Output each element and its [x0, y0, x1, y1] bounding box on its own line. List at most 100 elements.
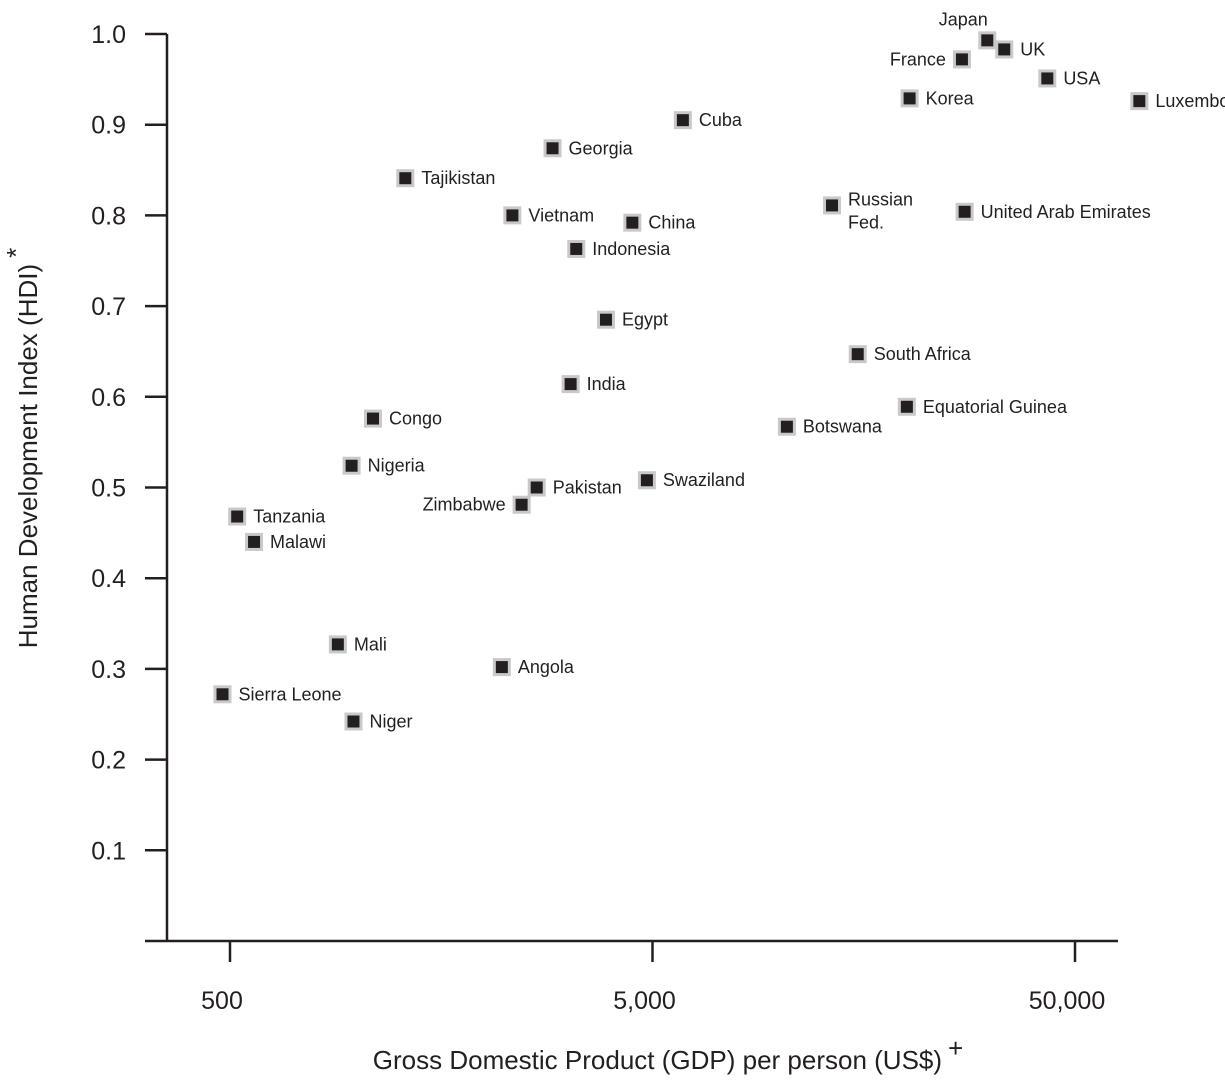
point-marker	[777, 417, 796, 436]
y-axis-title-mark: *	[1, 248, 31, 258]
data-point: Egypt	[596, 310, 668, 330]
point-label: Niger	[369, 712, 412, 732]
point-label-line: Pakistan	[553, 478, 622, 498]
point-label: Malawi	[270, 532, 326, 552]
point-marker	[342, 456, 361, 475]
y-axis-title-text: Human Development Index (HDI)	[13, 264, 43, 648]
point-marker	[363, 409, 382, 428]
point-marker	[823, 196, 842, 215]
point-label-line: Zimbabwe	[423, 495, 506, 515]
point-marker	[596, 310, 615, 329]
y-tick-label: 0.5	[91, 475, 126, 503]
point-label-line: Angola	[518, 657, 575, 677]
point-marker	[978, 31, 997, 50]
point-label-line: United Arab Emirates	[981, 202, 1151, 222]
point-label: Pakistan	[553, 478, 622, 498]
point-label: Angola	[518, 657, 575, 677]
y-ticks: 0.1 0.2 0.3 0.4 0.5 0.6 0.7 0.8 0.9 1.0	[91, 21, 167, 865]
data-point: Malawi	[245, 532, 326, 552]
data-point: China	[623, 213, 696, 233]
point-marker	[396, 169, 415, 188]
point-label: Indonesia	[592, 239, 671, 259]
data-point: Niger	[344, 712, 412, 732]
point-marker	[637, 471, 656, 490]
point-label: Cuba	[699, 110, 743, 130]
point-marker	[952, 50, 971, 69]
data-point: Luxembourg	[1130, 91, 1225, 111]
data-point: Korea	[900, 88, 975, 108]
data-point: Russian Fed.	[823, 189, 913, 232]
data-point: Tajikistan	[396, 168, 495, 188]
point-label: Tajikistan	[421, 168, 495, 188]
point-label: Nigeria	[368, 456, 426, 476]
point-label: Botswana	[803, 417, 883, 437]
point-marker	[897, 397, 916, 416]
point-marker	[492, 658, 511, 677]
data-point: Cuba	[673, 110, 743, 130]
data-point: France	[890, 49, 971, 69]
point-label-line: Indonesia	[592, 239, 671, 259]
data-point: South Africa	[848, 344, 972, 364]
point-label: Zimbabwe	[423, 495, 506, 515]
data-point: UK	[995, 39, 1045, 59]
data-point: USA	[1038, 68, 1100, 88]
data-point: Sierra Leone	[213, 684, 342, 704]
data-point: Congo	[363, 409, 442, 429]
point-label: Egypt	[622, 310, 668, 330]
point-label: South Africa	[874, 344, 972, 364]
y-tick-label: 0.9	[91, 112, 126, 140]
data-point: Georgia	[543, 138, 634, 158]
point-label-line: Nigeria	[368, 456, 426, 476]
point-label: Mali	[354, 634, 387, 654]
data-point: Vietnam	[503, 205, 594, 225]
data-point: Indonesia	[567, 239, 671, 259]
x-axis-title-text: Gross Domestic Product (GDP) per person …	[373, 1045, 942, 1075]
point-label-line: Egypt	[622, 310, 668, 330]
y-tick-label: 0.7	[91, 293, 126, 321]
point-label: UK	[1020, 39, 1045, 59]
x-tick-label: 50,000	[1029, 987, 1105, 1015]
x-axis-title-mark: +	[948, 1033, 963, 1063]
point-marker	[673, 111, 692, 130]
data-point: Nigeria	[342, 456, 426, 476]
point-label: China	[648, 213, 696, 233]
point-marker	[543, 139, 562, 158]
point-label: Japan	[939, 9, 988, 29]
point-label: Korea	[926, 88, 975, 108]
point-label: Congo	[389, 409, 442, 429]
point-label: Equatorial Guinea	[923, 397, 1068, 417]
data-point: Zimbabwe	[423, 495, 531, 515]
point-label: United Arab Emirates	[981, 202, 1151, 222]
y-tick-label: 0.3	[91, 656, 126, 684]
point-marker	[527, 478, 546, 497]
point-marker	[512, 495, 531, 514]
point-label-line: India	[587, 374, 627, 394]
point-label-line: USA	[1063, 68, 1100, 88]
data-point: United Arab Emirates	[955, 202, 1151, 222]
data-point: India	[561, 374, 627, 394]
point-label-line: Fed.	[848, 212, 884, 232]
point-label-line: China	[648, 213, 696, 233]
data-point: Swaziland	[637, 470, 745, 490]
point-label-line: France	[890, 49, 946, 69]
data-point: Pakistan	[527, 478, 622, 498]
point-marker	[503, 206, 522, 225]
point-marker	[623, 213, 642, 232]
data-point: Angola	[492, 657, 575, 677]
y-tick-label: 0.8	[91, 202, 126, 230]
point-label: Sierra Leone	[239, 684, 342, 704]
point-label-line: Vietnam	[528, 205, 594, 225]
data-points: Japan UK France USA Korea Luxembourg Cuba Georg…	[213, 9, 1225, 732]
point-label: Tanzania	[253, 507, 326, 527]
point-label: Russian Fed.	[848, 189, 913, 232]
x-ticks: 500 5,000 50,000	[201, 941, 1105, 1015]
point-label-line: Japan	[939, 9, 988, 29]
point-marker	[1130, 92, 1149, 111]
y-tick-label: 0.2	[91, 747, 126, 775]
y-tick-label: 0.6	[91, 384, 126, 412]
point-label-line: Cuba	[699, 110, 743, 130]
point-marker	[900, 89, 919, 108]
point-label-line: Sierra Leone	[239, 684, 342, 704]
point-marker	[328, 635, 347, 654]
